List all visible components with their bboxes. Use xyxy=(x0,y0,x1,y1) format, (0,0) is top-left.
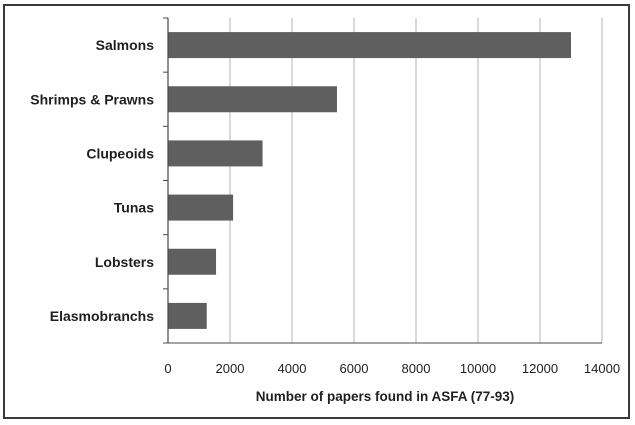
x-tick-label: 6000 xyxy=(340,361,369,376)
tick-labels: 0 2000 4000 6000 8000 10000 12000 14000 xyxy=(164,361,620,376)
gridlines xyxy=(229,18,603,343)
category-label: Lobsters xyxy=(95,254,154,270)
category-label: Clupeoids xyxy=(86,145,154,161)
axes xyxy=(163,17,602,344)
bar-clupeoids xyxy=(168,140,263,167)
bar-tunas xyxy=(168,194,234,221)
x-tick-label: 0 xyxy=(164,361,171,376)
bar-salmons xyxy=(168,32,571,59)
category-labels: Salmons Shrimps & Prawns Clupeoids Tunas Lob… xyxy=(30,37,154,324)
bar-lobsters xyxy=(168,248,217,275)
category-label: Shrimps & Prawns xyxy=(30,91,154,107)
chart-frame xyxy=(3,4,630,419)
category-label: Salmons xyxy=(96,37,155,53)
bar-elasmobranchs xyxy=(168,302,207,329)
x-tick-label: 8000 xyxy=(402,361,431,376)
bar-shrimps-prawns xyxy=(168,86,337,113)
bars xyxy=(168,32,571,329)
x-tick-label: 12000 xyxy=(522,361,558,376)
x-tick-label: 2000 xyxy=(216,361,245,376)
x-axis-title: Number of papers found in ASFA (77-93) xyxy=(256,389,515,404)
category-label: Elasmobranchs xyxy=(50,308,154,324)
x-tick-label: 10000 xyxy=(460,361,496,376)
category-label: Tunas xyxy=(114,200,154,216)
x-tick-label: 14000 xyxy=(584,361,620,376)
x-tick-label: 4000 xyxy=(278,361,307,376)
